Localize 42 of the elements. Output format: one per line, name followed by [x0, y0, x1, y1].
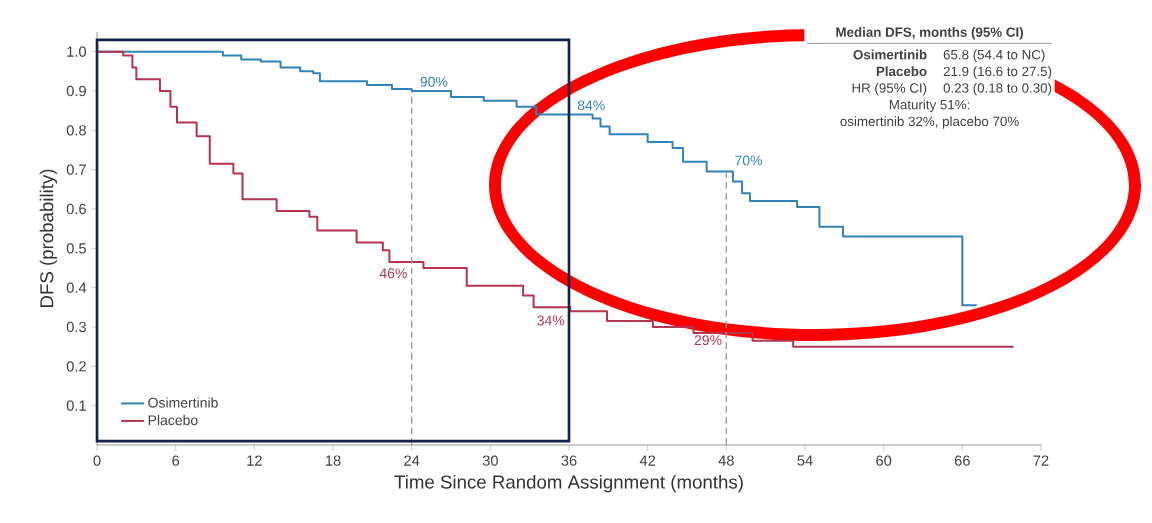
- x-tick-label: 0: [93, 455, 101, 466]
- y-tick-label: 0.2: [66, 361, 86, 372]
- y-tick-label: 0.8: [66, 125, 86, 136]
- y-tick-label: 1.0: [67, 46, 87, 57]
- x-tick-label: 72: [1033, 455, 1049, 466]
- annotation: 46%: [379, 268, 407, 279]
- annotation: 90%: [420, 76, 448, 87]
- y-tick-label: 0.5: [66, 243, 86, 254]
- annotation: Median DFS, months (95% CI): [836, 27, 1023, 40]
- annotation: osimertinib 32%, placebo 70%: [840, 116, 1019, 129]
- annotation: HR (95% CI): [852, 82, 927, 96]
- legend-label: Osimertinib: [148, 397, 218, 408]
- x-tick-label: 66: [954, 455, 970, 466]
- y-axis-title: DFS (probability): [39, 169, 58, 307]
- annotation: Maturity 51%:: [889, 99, 970, 113]
- x-tick-label: 48: [718, 455, 734, 466]
- annotation: Osimertinib: [853, 49, 927, 60]
- annotation: Placebo: [876, 66, 927, 77]
- annotation: 29%: [694, 335, 722, 346]
- legend-label: Placebo: [148, 414, 198, 426]
- annotation: 70%: [735, 155, 763, 166]
- x-tick-label: 12: [247, 455, 262, 466]
- annotation: 65.8 (54.4 to NC): [943, 49, 1045, 63]
- x-tick-label: 30: [482, 455, 498, 466]
- y-tick-label: 0.9: [66, 85, 86, 97]
- x-tick-label: 6: [172, 455, 180, 466]
- y-tick-label: 0.7: [66, 164, 86, 175]
- annotation: 34%: [537, 315, 565, 326]
- x-tick-label: 24: [404, 455, 420, 466]
- x-axis-title: Time Since Random Assignment (months): [394, 474, 743, 493]
- y-tick-label: 0.3: [66, 321, 86, 333]
- annotation: 21.9 (16.6 to 27.5): [943, 66, 1052, 79]
- x-tick-label: 36: [561, 455, 577, 466]
- x-tick-label: 54: [797, 455, 813, 466]
- y-tick-label: 0.6: [66, 203, 86, 215]
- x-tick-label: 42: [639, 455, 656, 466]
- annotation: 84%: [577, 100, 605, 111]
- x-tick-label: 60: [876, 455, 892, 466]
- x-tick-label: 18: [325, 455, 341, 466]
- annotation: 0.23 (0.18 to 0.30): [943, 82, 1052, 96]
- y-tick-label: 0.4: [66, 282, 87, 293]
- y-tick-label: 0.1: [66, 400, 86, 411]
